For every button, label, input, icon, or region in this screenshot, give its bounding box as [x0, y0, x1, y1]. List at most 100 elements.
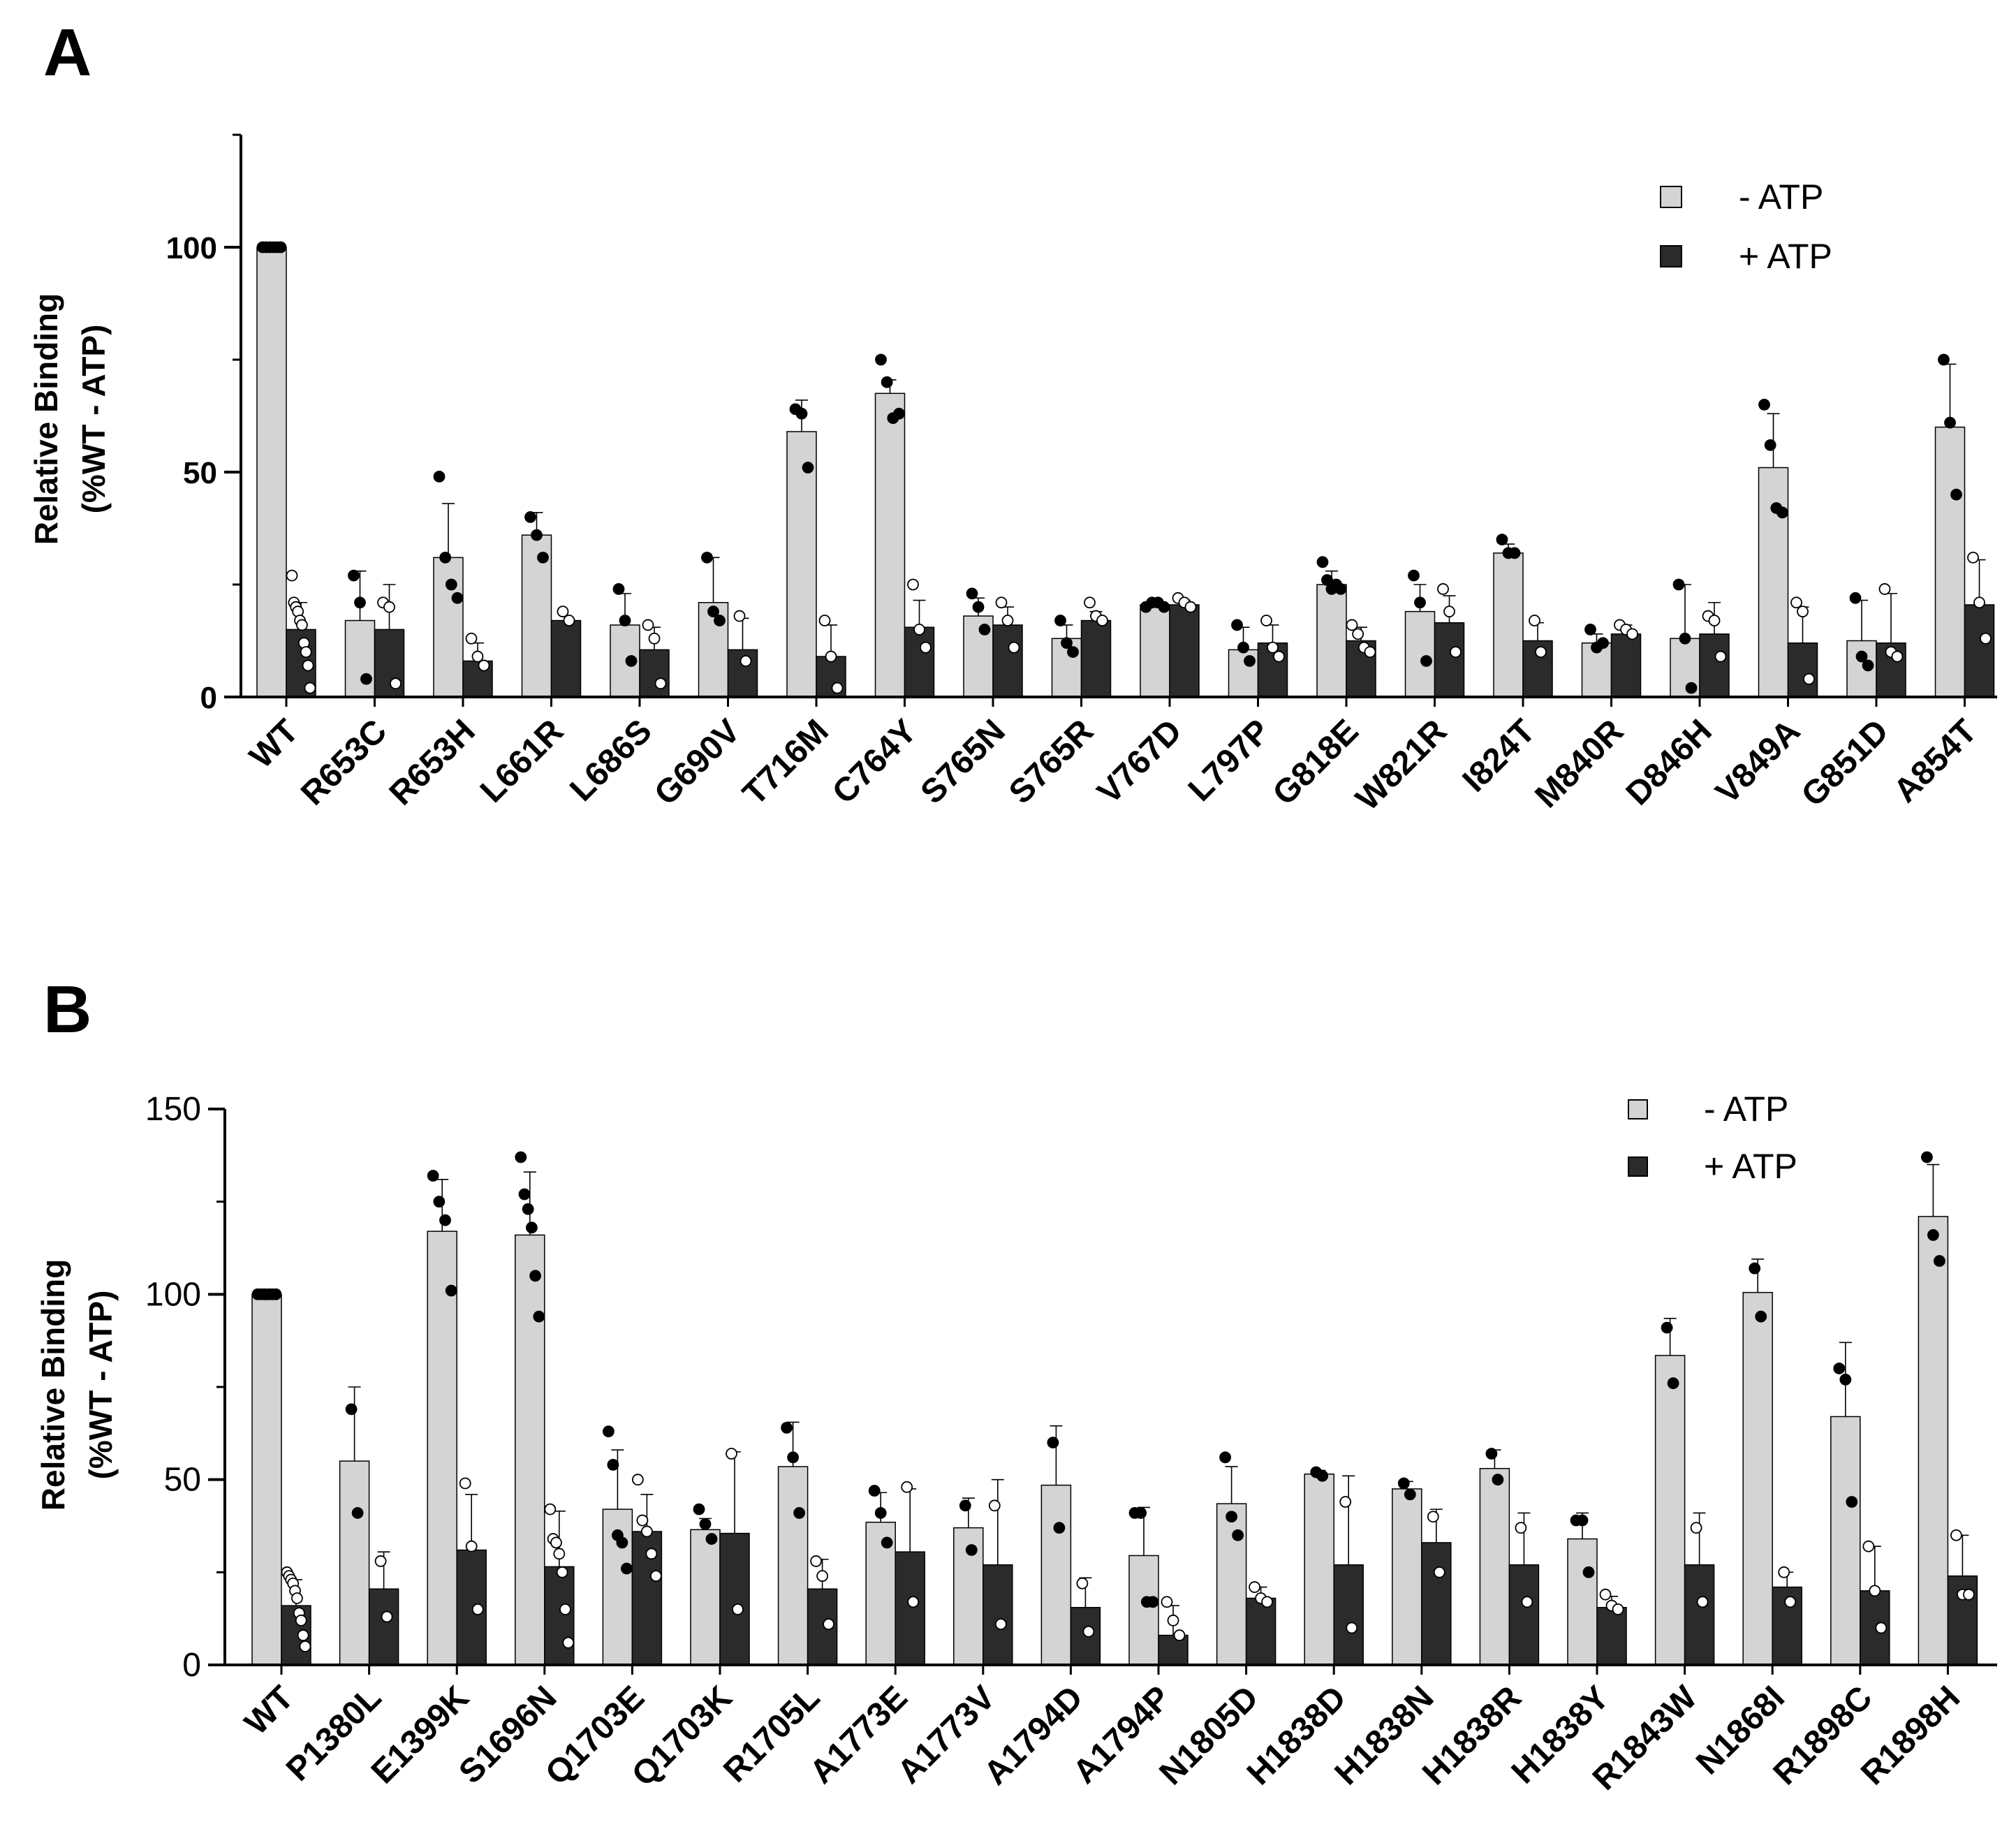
- point-a-plus-w821r: [1437, 583, 1449, 595]
- point-a-minus-m840r: [1584, 624, 1596, 636]
- point-b-plus-a1794d: [1076, 1577, 1089, 1589]
- point-b-plus-a1794p: [1173, 1629, 1186, 1641]
- point-a-plus-c764y: [907, 578, 919, 591]
- point-a-plus-l661r: [557, 605, 569, 618]
- point-a-plus-t716m: [818, 615, 831, 626]
- point-b-plus-r1705l: [816, 1570, 828, 1583]
- point-a-plus-s765n: [1008, 641, 1020, 654]
- point-b-plus-e1399k: [459, 1477, 471, 1490]
- point-b-plus-a1773e: [907, 1596, 920, 1608]
- x-label-a-r653h: R653H: [383, 712, 483, 812]
- point-b-minus-n1868i: [1755, 1310, 1767, 1323]
- point-a-minus-r653h: [445, 578, 457, 591]
- point-b-plus-q1703k: [726, 1448, 737, 1460]
- point-b-plus-r1705l: [810, 1555, 822, 1567]
- point-a-minus-l661r: [537, 551, 549, 564]
- bar-a-plus-l661r: [550, 619, 582, 698]
- panel-a: A 0 50 100 WTR653CR653HL661RL686SG690VT716…: [28, 15, 1997, 818]
- point-b-minus-wt: [270, 1288, 282, 1300]
- legend-a-minus-swatch: [1660, 186, 1682, 208]
- x-label-a-g690v: G690V: [647, 712, 747, 812]
- point-a-plus-r653c: [390, 677, 402, 690]
- point-b-minus-n1805d: [1232, 1529, 1244, 1541]
- point-b-minus-r1705l: [787, 1451, 799, 1464]
- point-a-plus-g690v: [740, 655, 752, 667]
- point-a-plus-wt: [286, 569, 298, 582]
- point-a-minus-r653h: [451, 592, 464, 604]
- panel-b-legend: - ATP + ATP: [1628, 1089, 1797, 1186]
- point-a-minus-c764y: [893, 407, 905, 420]
- point-a-plus-g851d: [1878, 583, 1891, 595]
- point-a-plus-l661r: [563, 615, 575, 626]
- point-b-minus-n1805d: [1226, 1511, 1237, 1523]
- bar-a-minus-r653c: [344, 619, 376, 698]
- point-b-plus-s1696n: [550, 1536, 562, 1549]
- point-b-minus-a1794d: [1053, 1522, 1066, 1534]
- point-b-minus-s1696n: [518, 1188, 531, 1200]
- point-a-plus-s765n: [995, 596, 1008, 609]
- point-a-plus-d846h: [1714, 650, 1727, 663]
- point-a-plus-w821r: [1443, 605, 1455, 618]
- point-b-plus-q1703k: [732, 1603, 744, 1615]
- point-b-minus-r1898c: [1833, 1363, 1846, 1374]
- point-b-plus-s1696n: [544, 1503, 557, 1515]
- point-b-plus-wt: [299, 1640, 311, 1652]
- panel-a-ylabel-line2: (%WT - ATP): [75, 325, 112, 514]
- point-b-minus-r1705l: [793, 1507, 805, 1519]
- point-b-minus-q1703k: [699, 1518, 712, 1530]
- point-b-minus-a1773e: [868, 1485, 881, 1497]
- x-label-b-h1838r: H1838R: [1415, 1679, 1529, 1792]
- x-label-b-r1898h: R1898H: [1854, 1679, 1967, 1792]
- point-a-plus-g818e: [1346, 619, 1358, 631]
- point-b-plus-h1838d: [1339, 1496, 1352, 1508]
- point-a-minus-g818e: [1334, 583, 1347, 595]
- x-label-a-wt: WT: [243, 712, 306, 775]
- point-a-plus-v849a: [1797, 605, 1809, 618]
- point-a-minus-g851d: [1849, 592, 1862, 604]
- point-b-minus-a1794p: [1135, 1507, 1147, 1519]
- point-b-minus-e1399k: [427, 1170, 439, 1182]
- bar-a-plus-d846h: [1699, 633, 1730, 698]
- point-a-plus-g851d: [1891, 650, 1904, 663]
- point-b-plus-h1838y: [1599, 1588, 1612, 1601]
- point-b-plus-r1898c: [1875, 1622, 1888, 1634]
- x-label-a-t716m: T716M: [736, 712, 836, 812]
- legend-a-plus-swatch: [1660, 245, 1682, 267]
- x-label-a-s765n: S765N: [914, 712, 1013, 811]
- point-b-minus-a1773e: [881, 1536, 893, 1549]
- point-a-minus-a854t: [1944, 416, 1956, 429]
- point-b-minus-r1898c: [1839, 1373, 1852, 1386]
- point-b-minus-r1843w: [1667, 1377, 1679, 1390]
- point-a-plus-t716m: [825, 650, 837, 663]
- point-b-plus-s1696n: [556, 1566, 568, 1578]
- point-a-plus-v849a: [1790, 596, 1802, 609]
- bar-b-plus-a1773v: [983, 1564, 1013, 1666]
- bar-b-plus-h1838n: [1421, 1542, 1452, 1666]
- x-label-a-l797p: L797P: [1182, 712, 1277, 808]
- point-a-minus-g690v: [707, 605, 719, 618]
- point-a-minus-s765r: [1067, 646, 1079, 658]
- point-b-plus-r1898h: [1950, 1529, 1962, 1541]
- point-a-plus-c764y: [913, 624, 925, 636]
- point-b-plus-a1773v: [988, 1499, 1001, 1512]
- legend-a-plus-label: + ATP: [1739, 237, 1832, 276]
- bar-b-minus-n1805d: [1216, 1503, 1247, 1666]
- point-b-minus-h1838r: [1492, 1474, 1504, 1486]
- point-b-plus-h1838y: [1612, 1603, 1624, 1615]
- bar-b-minus-n1868i: [1742, 1291, 1773, 1666]
- point-a-minus-c764y: [881, 376, 893, 388]
- point-a-plus-s765n: [1001, 615, 1014, 626]
- point-a-minus-r653h: [433, 471, 446, 483]
- panel-letter-a: A: [43, 15, 91, 90]
- x-label-b-a1773e: A1773E: [803, 1679, 915, 1791]
- bar-b-minus-r1898h: [1918, 1216, 1949, 1666]
- point-b-plus-s1696n: [553, 1548, 566, 1560]
- point-a-plus-l686s: [654, 677, 667, 690]
- panel-a-y-tick-labels: 0 50 100: [166, 231, 217, 715]
- point-b-plus-r1843w: [1696, 1596, 1709, 1608]
- bar-b-minus-h1838n: [1392, 1488, 1422, 1666]
- point-a-minus-l797p: [1244, 655, 1256, 667]
- point-a-minus-g851d: [1862, 659, 1874, 672]
- bar-a-minus-wt: [256, 247, 287, 698]
- point-b-minus-r1898c: [1846, 1496, 1858, 1508]
